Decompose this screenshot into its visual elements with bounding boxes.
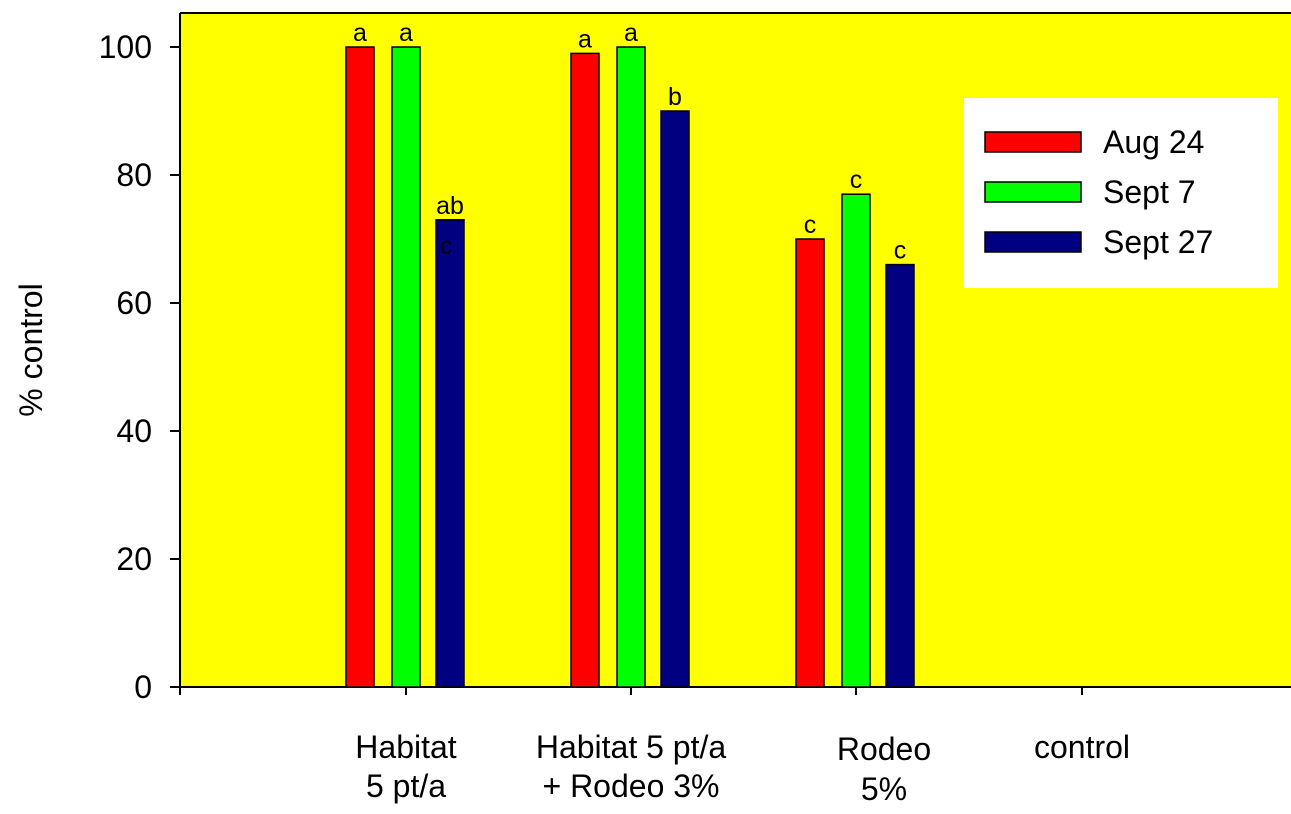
- y-tick-label: 100: [99, 29, 152, 65]
- legend-swatch: [984, 231, 1082, 253]
- x-tick-label: Habitat 5 pt/a: [536, 729, 727, 765]
- bar-significance-label: b: [668, 83, 682, 111]
- legend-swatch: [984, 181, 1082, 203]
- y-tick-label: 0: [134, 669, 152, 705]
- bar-sept-7: [391, 46, 421, 688]
- legend-label: Sept 7: [1103, 174, 1196, 210]
- x-tick-label: Rodeo: [837, 731, 931, 767]
- legend-label: Sept 27: [1103, 224, 1213, 260]
- bar-aug-24: [570, 52, 600, 688]
- bars: [345, 46, 915, 688]
- legend-swatch: [984, 131, 1082, 153]
- bar-aug-24: [795, 238, 825, 688]
- x-tick-label: Habitat: [355, 729, 457, 765]
- bar-significance-label: c: [804, 211, 817, 239]
- bar-significance-label: a: [624, 19, 638, 47]
- legend-label: Aug 24: [1103, 124, 1204, 160]
- y-axis-label: % control: [13, 283, 49, 416]
- bar-significance-label: a: [578, 25, 592, 53]
- bar-labels: a a c a a c ab b c c: [353, 19, 906, 265]
- x-tick-label: control: [1034, 729, 1130, 765]
- bar-significance-label: a: [353, 19, 367, 47]
- bar-significance-label: a: [399, 19, 413, 47]
- y-tick-label: 80: [116, 157, 152, 193]
- y-tick-label: 60: [116, 285, 152, 321]
- bar-significance-label: c: [850, 166, 863, 194]
- bar-sept-27: [885, 263, 915, 688]
- bar-significance-label: ab: [436, 192, 464, 220]
- y-tick-labels: 0 20 40 60 80 100: [99, 29, 152, 705]
- bar-significance-label: c: [894, 237, 907, 265]
- y-tick-label: 20: [116, 541, 152, 577]
- bar-sept-7: [841, 193, 871, 688]
- bar-aug-24: [345, 46, 375, 688]
- bar-sept-27: [435, 219, 465, 688]
- y-tick-label: 40: [116, 413, 152, 449]
- legend: Aug 24 Sept 7 Sept 27: [964, 98, 1278, 288]
- bar-annotation-label: c: [440, 232, 453, 260]
- bar-sept-27: [660, 110, 690, 688]
- x-tick-label: 5 pt/a: [366, 768, 446, 804]
- x-tick-label: + Rodeo 3%: [542, 768, 719, 804]
- x-tick-label: 5%: [861, 771, 907, 807]
- bar-sept-7: [616, 46, 646, 688]
